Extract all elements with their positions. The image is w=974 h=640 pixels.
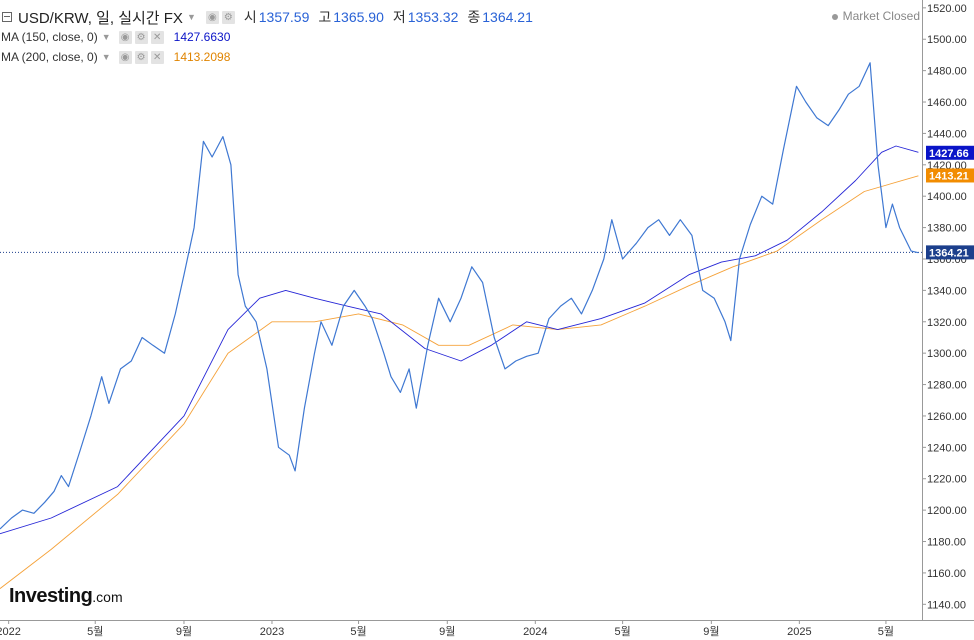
- y-tick-label: 1220.00: [927, 474, 967, 486]
- visibility-icon[interactable]: ◉: [205, 10, 219, 24]
- y-tick-label: 1260.00: [927, 411, 967, 423]
- visibility-icon[interactable]: ◉: [118, 30, 132, 44]
- y-tick-label: 1200.00: [927, 505, 967, 517]
- open-value: 1357.59: [258, 9, 310, 25]
- x-tick-label: 5월: [614, 625, 630, 638]
- status-dot-icon: [831, 13, 838, 20]
- ma200-value: 1413.2098: [173, 50, 231, 64]
- ma200-line: [0, 175, 919, 589]
- price-series-line: [0, 62, 919, 530]
- y-tick-label: 1240.00: [927, 442, 967, 454]
- price-label-box: [926, 168, 974, 183]
- y-tick-label: 1460.00: [927, 97, 967, 109]
- chevron-down-icon[interactable]: ▼: [101, 32, 111, 42]
- open-label: 시: [243, 9, 257, 25]
- x-tick-label: 5월: [350, 625, 366, 638]
- y-tick-label: 1320.00: [927, 317, 967, 329]
- price-label-box: [926, 145, 974, 160]
- close-icon[interactable]: ✕: [150, 50, 164, 64]
- low-value: 1353.32: [407, 9, 459, 25]
- price-label: 1364.21: [929, 247, 969, 259]
- high-value: 1365.90: [333, 9, 384, 25]
- y-tick-label: 1180.00: [927, 537, 966, 549]
- y-tick-label: 1520.00: [927, 3, 967, 15]
- indicator-ma200: MA (200, close, 0) ▼ ◉ ⚙ ✕ 1413.2098: [0, 50, 230, 64]
- price-label: 1413.21: [929, 170, 969, 182]
- y-tick-label: 1380.00: [927, 223, 967, 235]
- price-label: 1427.66: [929, 148, 969, 160]
- x-tick-label: 2024: [523, 626, 547, 638]
- gear-icon[interactable]: ⚙: [134, 30, 148, 44]
- logo-brand: Investing: [9, 585, 93, 607]
- x-tick-label: 2025: [787, 626, 811, 638]
- close-label: 종: [467, 9, 481, 25]
- y-tick-label: 1340.00: [927, 285, 967, 297]
- x-axis: 2022 5월 9월 2023 5월 9월 2024 5월 9월 2025 5월: [0, 620, 974, 638]
- x-tick-label: 5월: [87, 625, 103, 638]
- close-icon[interactable]: ✕: [150, 30, 164, 44]
- indicator-ma150: MA (150, close, 0) ▼ ◉ ⚙ ✕ 1427.6630: [0, 30, 230, 44]
- y-tick-label: 1300.00: [927, 348, 967, 360]
- x-tick-label: 9월: [703, 625, 719, 638]
- ma150-line: [0, 145, 919, 535]
- chevron-down-icon[interactable]: ▼: [101, 52, 111, 62]
- x-tick-label: 2023: [260, 626, 284, 638]
- visibility-icon[interactable]: ◉: [118, 50, 132, 64]
- investing-logo: Investing.com: [9, 585, 123, 608]
- y-tick-label: 1480.00: [927, 66, 967, 78]
- status-text: Market Closed: [842, 9, 920, 23]
- x-tick-label: 9월: [176, 625, 192, 638]
- market-status: Market Closed: [831, 9, 920, 23]
- y-tick-label: 1140.00: [927, 599, 966, 611]
- y-tick-label: 1160.00: [927, 568, 966, 580]
- y-tick-label: 1400.00: [927, 191, 967, 203]
- symbol-title[interactable]: USD/KRW, 일, 실시간 FX: [18, 9, 183, 27]
- chevron-down-icon[interactable]: ▼: [186, 12, 196, 22]
- chart-header: USD/KRW, 일, 실시간 FX ▼ ◉ ⚙ 시 1357.59 고 136…: [0, 7, 533, 27]
- close-value: 1364.21: [482, 9, 533, 25]
- y-axis: 1140.00 1160.00 1180.00 1200.00 1220.00 1240.…: [922, 0, 967, 620]
- ma150-label[interactable]: MA (150, close, 0): [1, 30, 98, 44]
- low-label: 저: [392, 9, 406, 25]
- x-tick-label: 5월: [878, 625, 894, 638]
- ma200-label[interactable]: MA (200, close, 0): [1, 50, 98, 64]
- x-tick-label: 2022: [0, 626, 21, 638]
- logo-suffix: .com: [92, 589, 123, 605]
- high-label: 고: [318, 9, 332, 25]
- collapse-icon[interactable]: [2, 12, 12, 22]
- y-tick-label: 1440.00: [927, 128, 967, 140]
- price-label-box: [926, 245, 974, 260]
- gear-icon[interactable]: ⚙: [221, 10, 235, 24]
- gear-icon[interactable]: ⚙: [134, 50, 148, 64]
- price-labels: 1427.66 1413.21 1364.21: [926, 145, 974, 260]
- x-tick-label: 9월: [439, 625, 455, 638]
- y-tick-label: 1500.00: [927, 34, 967, 46]
- ma150-value: 1427.6630: [173, 30, 231, 44]
- series-lines: [0, 62, 919, 589]
- y-tick-label: 1280.00: [927, 380, 967, 392]
